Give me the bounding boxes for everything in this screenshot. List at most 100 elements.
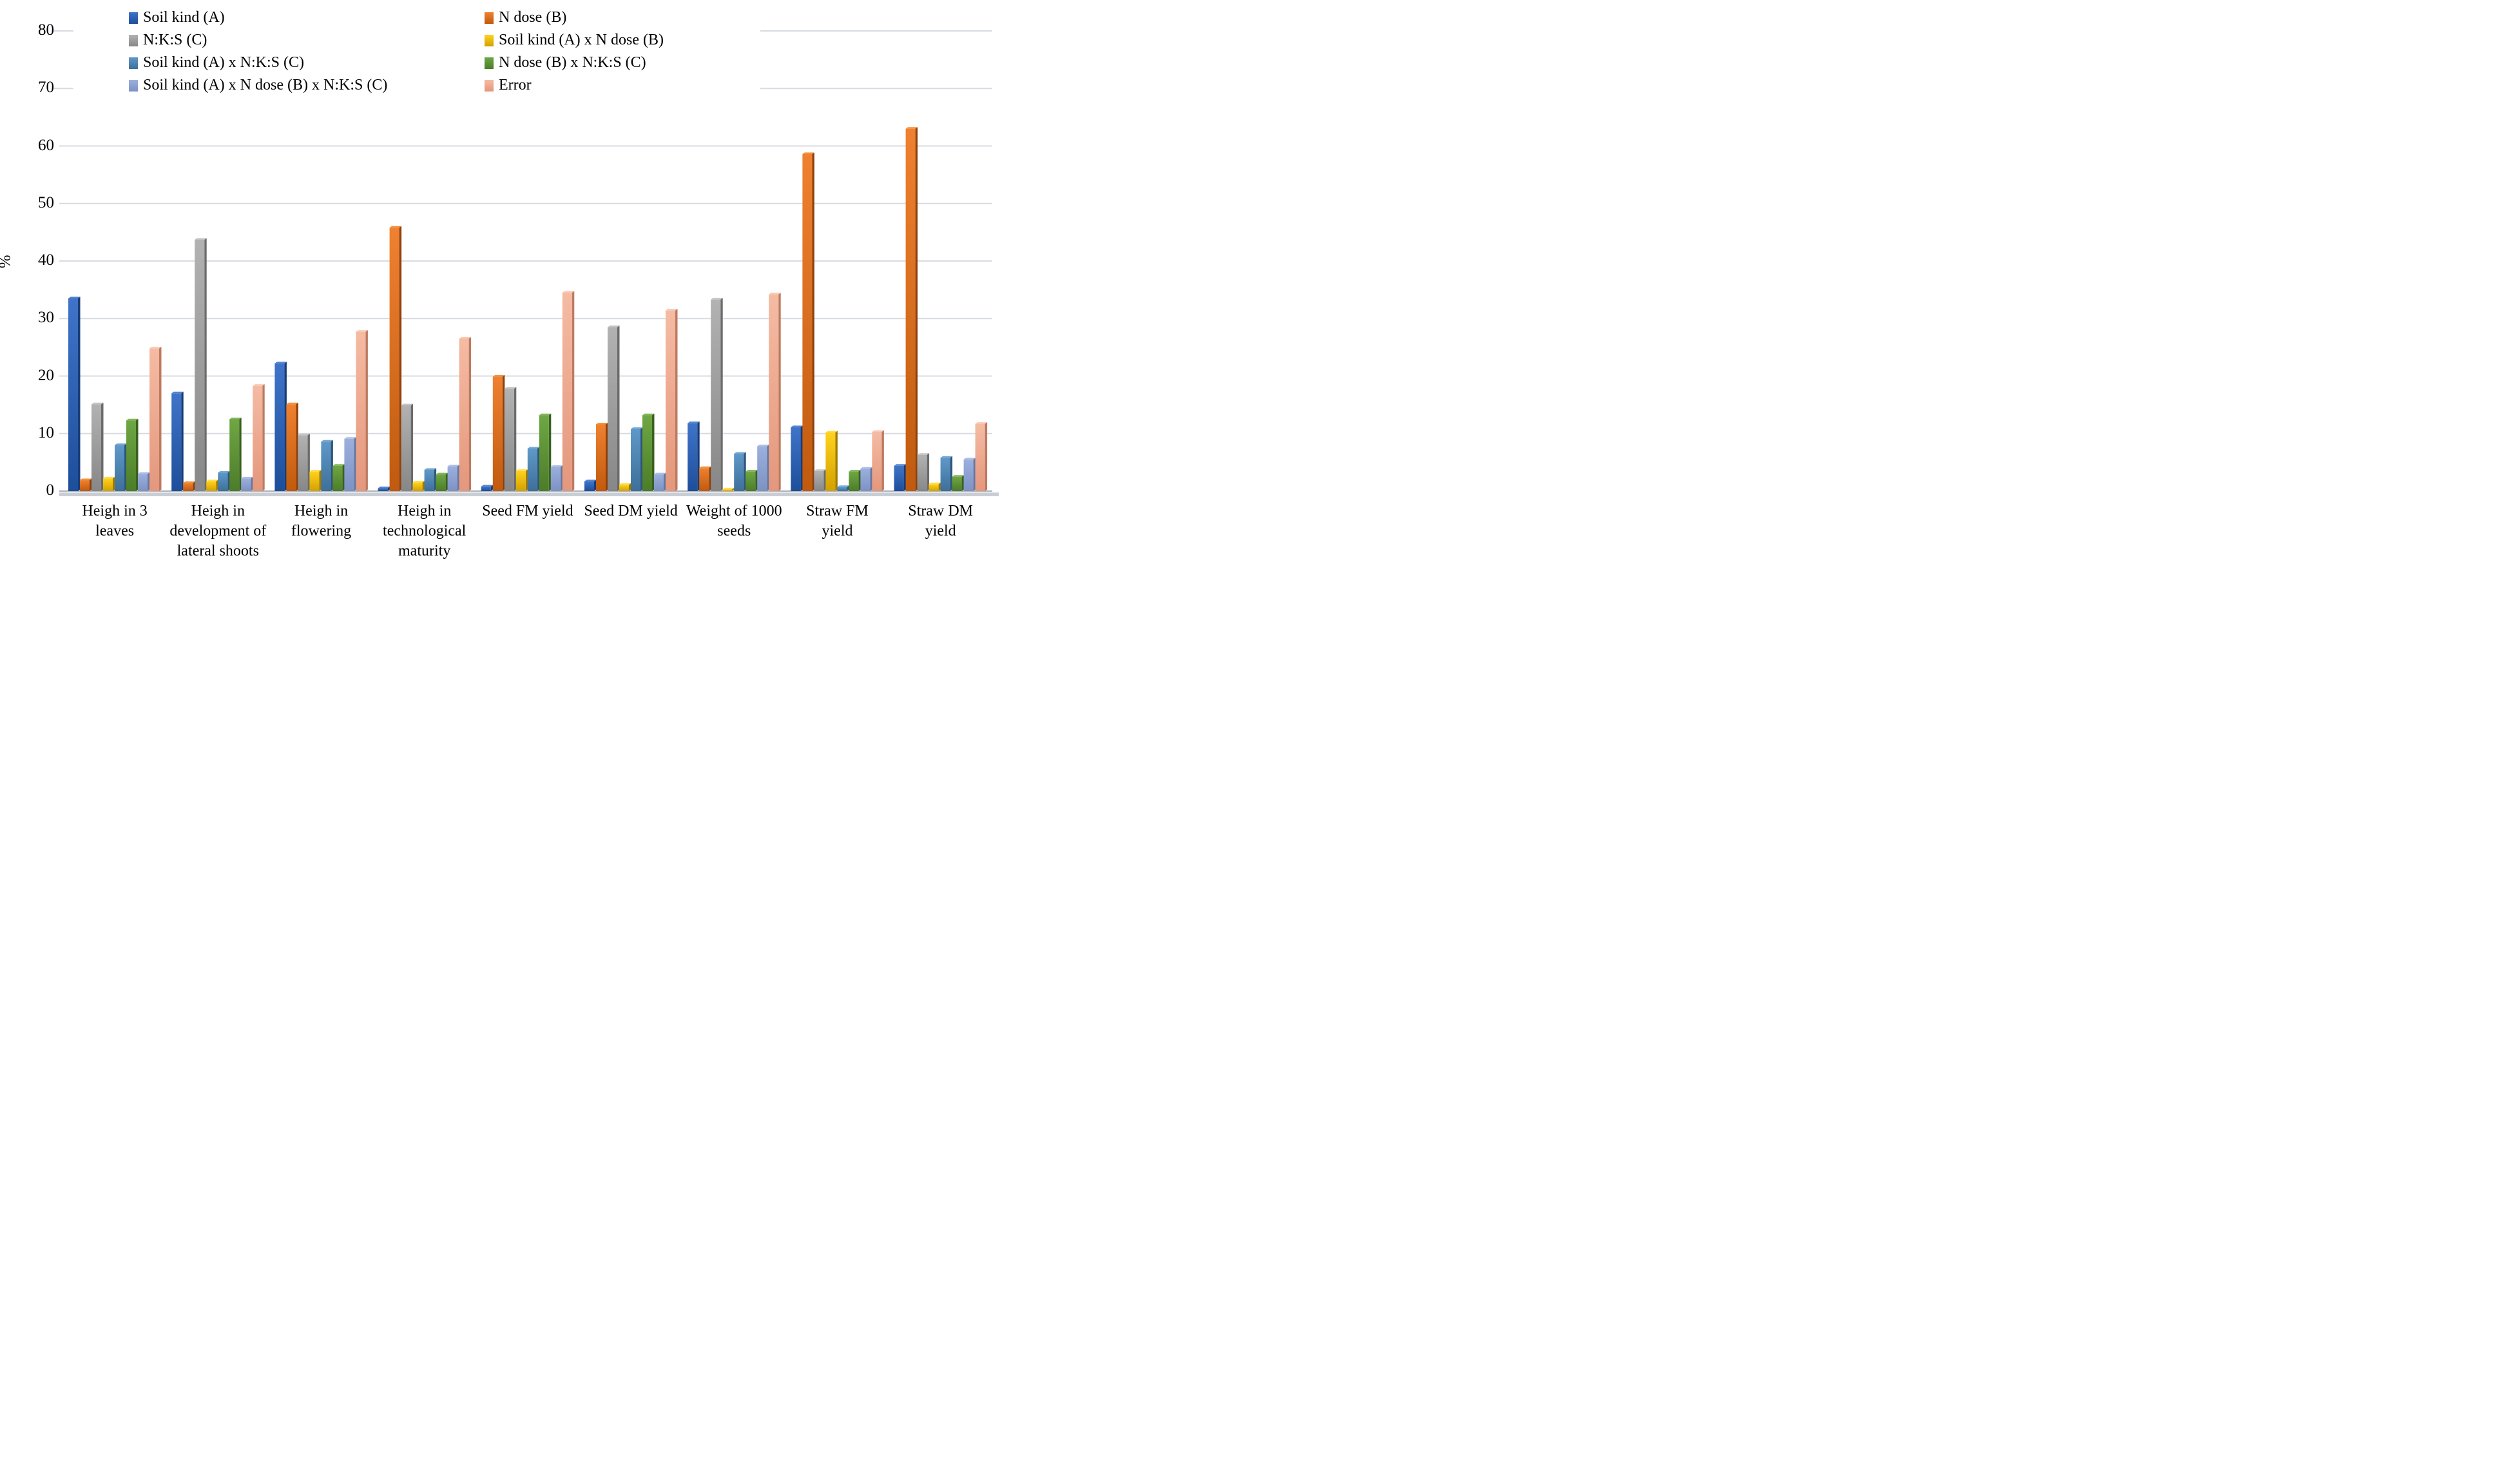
bar-soil-kind-a-x-n-dose-b- [722,487,735,490]
bar-n-k-s-c- [91,404,101,491]
bar-n-dose-b- [596,422,608,425]
chart-floor [59,492,999,496]
bar-chart-svg [52,30,999,496]
bar-n-dose-b-x-n-k-s-c- [136,418,139,491]
bar-soil-kind-a-x-n-dose-b- [103,476,115,479]
bar-soil-kind-a-x-n-dose-b-x-n-k-s-c- [354,437,356,491]
bar-soil-kind-a-x-n-k-s-c- [227,470,230,491]
bar-n-k-s-c- [401,403,414,406]
bar-error [159,347,162,491]
bar-error [985,422,988,491]
bar-error [459,336,472,339]
bar-n-dose-b-x-n-k-s-c- [539,415,549,491]
bar-soil-kind-a-x-n-dose-b- [938,482,941,491]
bar-soil-kind-a-x-n-dose-b-x-n-k-s-c- [963,458,976,460]
bar-soil-kind-a-x-n-dose-b- [722,489,733,491]
bar-soil-kind-a-x-n-k-s-c- [321,441,331,491]
bar-n-dose-b- [905,127,918,129]
bar-n-dose-b- [709,466,711,491]
bar-error [881,430,884,491]
bar-n-dose-b- [812,152,814,491]
bar-error [666,309,678,311]
bar-soil-kind-a-x-n-k-s-c- [331,440,333,491]
bar-n-dose-b- [80,478,92,481]
bar-error [778,293,781,491]
bar-n-dose-b-x-n-k-s-c- [332,465,343,491]
bar-soil-kind-a- [274,362,287,363]
bar-soil-kind-a-x-n-k-s-c- [837,487,847,491]
bar-n-dose-b-x-n-k-s-c- [436,474,446,491]
bar-soil-kind-a-x-n-k-s-c- [527,448,537,491]
x-axis-category-label: Heigh in technological maturity [383,503,466,559]
bar-n-dose-b-x-n-k-s-c- [342,464,345,491]
bar-n-dose-b- [296,402,298,491]
bar-soil-kind-a-x-n-dose-b-x-n-k-s-c- [447,465,460,467]
bar-error [872,430,884,432]
bar-n-dose-b-x-n-k-s-c- [961,475,965,491]
y-tick-label: 50 [38,193,54,211]
bar-soil-kind-a-x-n-k-s-c- [434,468,437,491]
bar-soil-kind-a-x-n-dose-b- [825,431,838,432]
bar-n-dose-b-x-n-k-s-c- [436,472,448,475]
bar-soil-kind-a-x-n-dose-b-x-n-k-s-c- [241,476,253,479]
bar-n-k-s-c- [608,327,617,491]
bar-n-dose-b- [80,480,90,491]
bar-n-dose-b- [399,226,402,491]
bar-n-dose-b- [905,128,916,492]
bar-n-k-s-c- [195,239,205,491]
bar-n-dose-b-x-n-k-s-c- [229,417,242,420]
bar-n-k-s-c- [504,389,514,491]
bar-soil-kind-a-x-n-dose-b-x-n-k-s-c- [767,444,769,491]
bar-soil-kind-a-x-n-dose-b-x-n-k-s-c- [757,446,767,491]
bar-n-k-s-c- [514,387,517,491]
bar-error [356,330,368,332]
x-axis-category-label: Weight of 1000 seeds [686,503,782,539]
bar-error [253,385,263,491]
bar-soil-kind-a- [78,296,81,491]
bar-error [562,291,575,293]
bar-n-k-s-c- [814,470,824,491]
bar-n-dose-b- [389,227,399,491]
bar-soil-kind-a-x-n-k-s-c- [847,485,849,491]
bar-soil-kind-a-x-n-dose-b- [515,470,526,491]
bar-n-k-s-c- [917,454,927,491]
bar-n-dose-b-x-n-k-s-c- [849,470,861,472]
bar-error [149,348,159,491]
bar-soil-kind-a-x-n-k-s-c- [950,456,953,491]
bar-n-dose-b- [492,376,503,491]
bar-soil-kind-a-x-n-dose-b- [619,483,631,485]
bar-soil-kind-a-x-n-dose-b- [629,483,631,491]
bar-error [468,336,472,491]
bar-soil-kind-a- [894,465,904,491]
x-axis-category-label: Heigh in flowering [291,503,352,539]
bar-soil-kind-a-x-n-dose-b- [412,482,423,491]
bar-n-k-s-c- [814,469,826,471]
bar-soil-kind-a-x-n-k-s-c- [631,429,640,491]
bar-soil-kind-a-x-n-k-s-c- [744,452,746,491]
bar-soil-kind-a-x-n-dose-b-x-n-k-s-c- [973,458,976,491]
bar-soil-kind-a-x-n-dose-b-x-n-k-s-c- [138,472,150,474]
bar-soil-kind-a- [584,479,597,481]
bar-soil-kind-a-x-n-dose-b- [732,487,735,491]
bar-soil-kind-a- [800,425,803,491]
bar-error [262,384,265,491]
bar-soil-kind-a- [481,485,494,487]
x-axis-category-label: Straw FM yield [806,503,869,539]
bar-n-dose-b-x-n-k-s-c- [642,413,655,416]
bar-soil-kind-a-x-n-dose-b-x-n-k-s-c- [447,466,457,491]
bar-n-dose-b- [502,374,505,491]
bar-soil-kind-a-x-n-dose-b-x-n-k-s-c- [654,472,666,475]
bar-n-dose-b-x-n-k-s-c- [548,413,552,491]
bar-soil-kind-a-x-n-dose-b-x-n-k-s-c- [344,437,356,439]
x-axis-category-label: Seed FM yield [482,503,573,519]
bar-soil-kind-a-x-n-k-s-c- [218,470,230,473]
bar-soil-kind-a- [387,487,390,491]
bar-n-dose-b-x-n-k-s-c- [126,418,139,421]
bar-n-dose-b-x-n-k-s-c- [239,417,242,491]
bar-n-k-s-c- [720,298,723,491]
bar-n-dose-b-x-n-k-s-c- [952,475,965,477]
bar-soil-kind-a-x-n-dose-b-x-n-k-s-c- [148,472,150,491]
bar-soil-kind-a-x-n-dose-b-x-n-k-s-c- [870,467,872,491]
bar-n-dose-b- [286,404,296,491]
bar-n-dose-b- [286,402,298,405]
